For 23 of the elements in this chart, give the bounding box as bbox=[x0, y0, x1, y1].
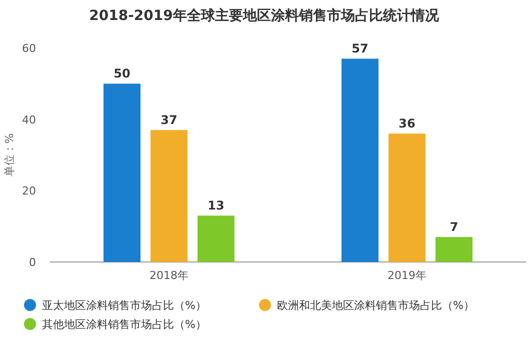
data-label: 37 bbox=[160, 113, 178, 128]
bar bbox=[198, 216, 234, 262]
bar bbox=[388, 134, 426, 262]
bar bbox=[436, 237, 472, 262]
y-tick-label: 20 bbox=[22, 184, 36, 198]
legend-label: 其他地区涂料销售市场占比（%） bbox=[42, 318, 206, 331]
x-tick-label: 2019年 bbox=[388, 269, 426, 282]
bar bbox=[150, 130, 188, 262]
x-tick-label: 2018年 bbox=[150, 269, 188, 282]
y-axis-title: 单位：% bbox=[3, 133, 16, 177]
data-label: 57 bbox=[352, 42, 368, 56]
y-tick-label: 60 bbox=[22, 42, 36, 55]
legend-label: 欧洲和北美地区涂料销售市场占比（%） bbox=[277, 299, 474, 312]
y-tick-label: 40 bbox=[22, 113, 36, 126]
legend-label: 亚太地区涂料销售市场占比（%） bbox=[42, 299, 206, 312]
bar bbox=[342, 58, 378, 262]
data-label: 50 bbox=[114, 66, 130, 81]
data-label: 36 bbox=[398, 116, 416, 131]
bar bbox=[104, 84, 140, 262]
y-tick-label: 0 bbox=[29, 256, 36, 269]
chart-title: 2018-2019年全球主要地区涂料销售市场占比统计情况 bbox=[89, 7, 440, 24]
data-label: 13 bbox=[208, 198, 224, 213]
data-label: 7 bbox=[450, 220, 458, 234]
